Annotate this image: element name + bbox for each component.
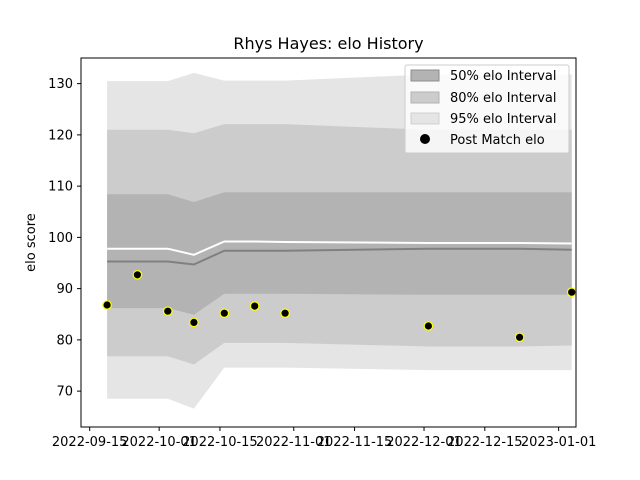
chart-title: Rhys Hayes: elo History	[233, 34, 423, 53]
post-match-point	[566, 287, 577, 297]
legend-swatch-band-50	[410, 69, 440, 82]
legend-swatch-band-80	[410, 91, 440, 104]
post-match-point	[102, 300, 112, 310]
x-axis: 2022-09-152022-10-012022-10-152022-11-01…	[52, 427, 597, 450]
x-tick-label: 2022-12-15	[447, 435, 523, 450]
x-tick-label: 2022-11-15	[317, 435, 393, 450]
y-tick-label: 80	[56, 333, 73, 348]
post-match-point	[280, 308, 290, 318]
post-match-point	[423, 321, 434, 331]
y-tick-label: 90	[56, 282, 73, 297]
x-tick-label: 2022-11-01	[256, 435, 332, 450]
y-tick-label: 70	[56, 385, 73, 400]
x-tick-label: 2023-01-01	[521, 435, 597, 450]
x-tick-label: 2022-10-01	[121, 435, 197, 450]
lines-layer	[107, 240, 572, 266]
legend-entry-band-80: 80% elo Interval	[450, 91, 557, 106]
legend-swatch-band-95	[410, 112, 440, 125]
y-tick-label: 100	[48, 231, 73, 246]
x-tick-label: 2022-09-15	[52, 435, 128, 450]
plot-frame	[80, 57, 577, 428]
y-axis: 70 80 90 100 110 120 130	[48, 77, 81, 400]
legend-entry-post-match: Post Match elo	[450, 133, 545, 148]
post-match-point	[514, 332, 525, 343]
mean-line	[107, 247, 572, 266]
y-tick-label: 110	[48, 180, 73, 195]
post-match-point	[132, 269, 143, 280]
median-line	[107, 240, 572, 256]
legend: 50% elo Interval 80% elo Interval 95% el…	[404, 64, 570, 154]
post-match-point	[219, 308, 230, 318]
x-tick-label: 2022-12-01	[386, 435, 462, 450]
legend-entry-band-50: 50% elo Interval	[450, 69, 557, 84]
markers-layer	[102, 269, 577, 343]
bands-layer	[107, 72, 572, 409]
x-tick-label: 2022-10-15	[182, 435, 258, 450]
post-match-point	[189, 317, 199, 328]
post-match-point	[249, 301, 260, 311]
legend-marker-post-match	[420, 134, 430, 144]
legend-box	[404, 64, 570, 154]
legend-entry-band-95: 95% elo Interval	[450, 112, 557, 127]
y-tick-label: 130	[48, 77, 73, 92]
band-50-interval	[107, 192, 572, 315]
y-tick-label: 120	[48, 128, 73, 143]
post-match-point	[163, 306, 173, 316]
y-axis-label: elo score	[24, 213, 39, 272]
